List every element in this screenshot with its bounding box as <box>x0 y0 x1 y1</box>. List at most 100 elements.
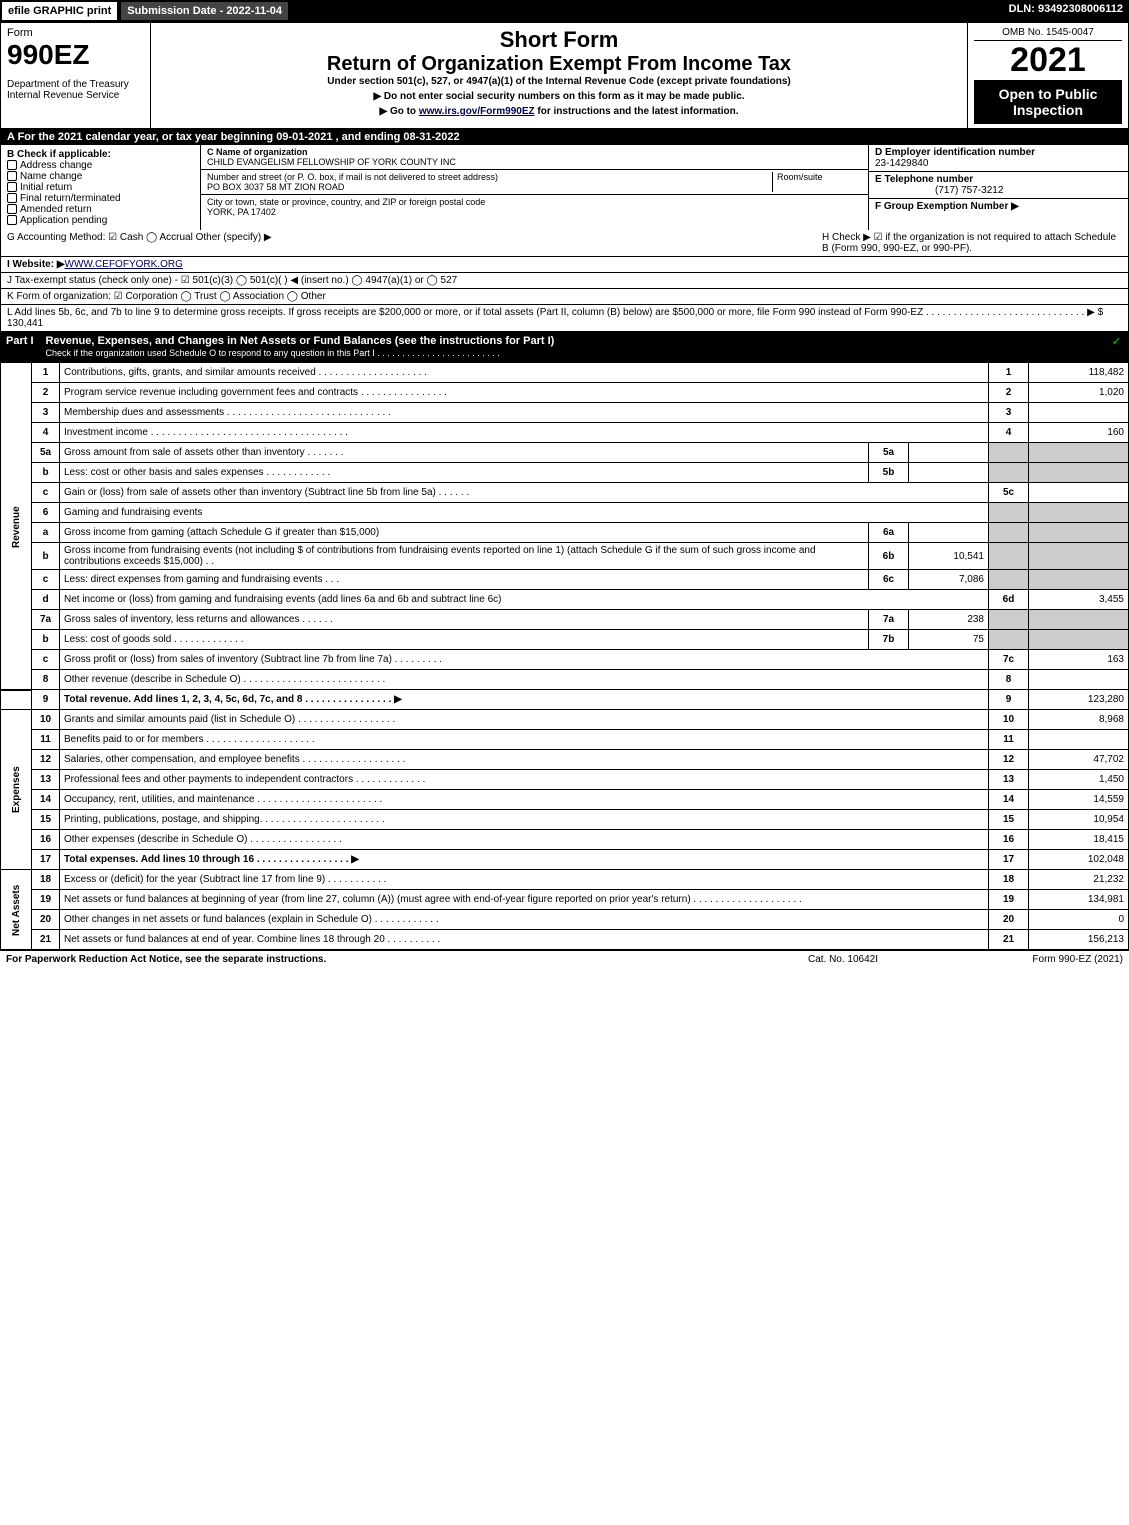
table-row: 17Total expenses. Add lines 10 through 1… <box>1 850 1129 870</box>
val: 160 <box>1029 423 1129 443</box>
ln: c <box>32 650 60 670</box>
table-row: 16Other expenses (describe in Schedule O… <box>1 830 1129 850</box>
desc: Grants and similar amounts paid (list in… <box>60 710 989 730</box>
box: 17 <box>989 850 1029 870</box>
city-val: YORK, PA 17402 <box>207 207 276 217</box>
desc: Gross income from fundraising events (no… <box>60 543 869 570</box>
part1-header: Part I Revenue, Expenses, and Changes in… <box>0 332 1129 362</box>
box: 2 <box>989 383 1029 403</box>
website-link[interactable]: WWW.CEFOFYORK.ORG <box>65 259 183 270</box>
val: 8,968 <box>1029 710 1129 730</box>
header-mid: Short Form Return of Organization Exempt… <box>151 23 968 128</box>
top-bar: efile GRAPHIC print Submission Date - 20… <box>0 0 1129 22</box>
ln: 7a <box>32 610 60 630</box>
chk-pending[interactable]: Application pending <box>7 215 194 226</box>
irs-link[interactable]: www.irs.gov/Form990EZ <box>419 106 535 117</box>
efile-print-button[interactable]: efile GRAPHIC print <box>0 0 119 22</box>
chk-name[interactable]: Name change <box>7 171 194 182</box>
desc: Salaries, other compensation, and employ… <box>60 750 989 770</box>
submission-date-button[interactable]: Submission Date - 2022-11-04 <box>119 0 290 22</box>
part1-title-text: Revenue, Expenses, and Changes in Net As… <box>46 335 555 347</box>
desc: Benefits paid to or for members . . . . … <box>60 730 989 750</box>
ln: 14 <box>32 790 60 810</box>
table-row: 13Professional fees and other payments t… <box>1 770 1129 790</box>
desc: Gain or (loss) from sale of assets other… <box>60 483 989 503</box>
ln: b <box>32 543 60 570</box>
under-section-text: Under section 501(c), 527, or 4947(a)(1)… <box>157 76 961 87</box>
tax-year: 2021 <box>974 41 1122 80</box>
col-b-title: B Check if applicable: <box>7 149 194 160</box>
chk-amended-lbl: Amended return <box>20 204 92 215</box>
chk-final-lbl: Final return/terminated <box>20 193 121 204</box>
ival <box>909 443 989 463</box>
ln: 4 <box>32 423 60 443</box>
box: 7c <box>989 650 1029 670</box>
org-name-label: C Name of organizationCHILD EVANGELISM F… <box>201 145 868 170</box>
ln: 21 <box>32 930 60 950</box>
desc: Occupancy, rent, utilities, and maintena… <box>60 790 989 810</box>
desc: Other revenue (describe in Schedule O) .… <box>60 670 989 690</box>
shade <box>1029 443 1129 463</box>
box: 18 <box>989 870 1029 890</box>
val: 47,702 <box>1029 750 1129 770</box>
val: 10,954 <box>1029 810 1129 830</box>
ln: 9 <box>32 690 60 710</box>
goto-pre: ▶ Go to <box>379 106 418 117</box>
desc: Investment income . . . . . . . . . . . … <box>60 423 989 443</box>
ln: 11 <box>32 730 60 750</box>
omb-number: OMB No. 1545-0047 <box>974 27 1122 41</box>
table-row: cGross profit or (loss) from sales of in… <box>1 650 1129 670</box>
val: 118,482 <box>1029 363 1129 383</box>
part1-sub: Check if the organization used Schedule … <box>46 348 500 358</box>
table-row: Net Assets 18Excess or (deficit) for the… <box>1 870 1129 890</box>
city-lbl: City or town, state or province, country… <box>207 197 485 207</box>
row-g: G Accounting Method: ☑ Cash ◯ Accrual Ot… <box>7 232 822 254</box>
chk-amended[interactable]: Amended return <box>7 204 194 215</box>
shade <box>989 523 1029 543</box>
table-row: 9Total revenue. Add lines 1, 2, 3, 4, 5c… <box>1 690 1129 710</box>
row-j: J Tax-exempt status (check only one) - ☑… <box>1 273 1128 289</box>
val: 14,559 <box>1029 790 1129 810</box>
chk-final[interactable]: Final return/terminated <box>7 193 194 204</box>
val: 156,213 <box>1029 930 1129 950</box>
chk-initial[interactable]: Initial return <box>7 182 194 193</box>
val: 21,232 <box>1029 870 1129 890</box>
row-a: A For the 2021 calendar year, or tax yea… <box>1 129 1128 145</box>
chk-initial-lbl: Initial return <box>20 182 72 193</box>
goto-post: for instructions and the latest informat… <box>535 106 739 117</box>
val: 0 <box>1029 910 1129 930</box>
ibox: 6a <box>869 523 909 543</box>
val: 3,455 <box>1029 590 1129 610</box>
ln: 5a <box>32 443 60 463</box>
val: 163 <box>1029 650 1129 670</box>
shade <box>989 570 1029 590</box>
tel-val: (717) 757-3212 <box>875 185 1003 196</box>
ibox: 7a <box>869 610 909 630</box>
desc: Net income or (loss) from gaming and fun… <box>60 590 989 610</box>
val <box>1029 403 1129 423</box>
ln: 2 <box>32 383 60 403</box>
table-row: 12Salaries, other compensation, and empl… <box>1 750 1129 770</box>
desc: Total expenses. Add lines 10 through 16 … <box>60 850 989 870</box>
footer-mid: Cat. No. 10642I <box>743 954 943 965</box>
ival <box>909 523 989 543</box>
table-row: cGain or (loss) from sale of assets othe… <box>1 483 1129 503</box>
chk-address[interactable]: Address change <box>7 160 194 171</box>
ibox: 5b <box>869 463 909 483</box>
spacer <box>290 0 1003 22</box>
ein-val: 23-1429840 <box>875 158 928 169</box>
table-row: 2Program service revenue including gover… <box>1 383 1129 403</box>
ln: 16 <box>32 830 60 850</box>
ln: b <box>32 463 60 483</box>
desc: Less: direct expenses from gaming and fu… <box>60 570 869 590</box>
box: 19 <box>989 890 1029 910</box>
val: 1,020 <box>1029 383 1129 403</box>
table-row: 6Gaming and fundraising events <box>1 503 1129 523</box>
desc: Gross amount from sale of assets other t… <box>60 443 869 463</box>
table-row: Revenue 1Contributions, gifts, grants, a… <box>1 363 1129 383</box>
website-lbl: I Website: ▶ <box>7 259 65 270</box>
ln: 8 <box>32 670 60 690</box>
footer: For Paperwork Reduction Act Notice, see … <box>0 950 1129 968</box>
ibox: 5a <box>869 443 909 463</box>
row-l: L Add lines 5b, 6c, and 7b to line 9 to … <box>1 305 1128 331</box>
